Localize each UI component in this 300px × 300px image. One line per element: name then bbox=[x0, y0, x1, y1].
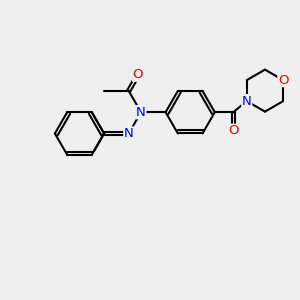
Text: N: N bbox=[242, 94, 252, 108]
Text: O: O bbox=[228, 124, 238, 137]
Text: N: N bbox=[136, 106, 146, 119]
Text: N: N bbox=[124, 127, 134, 140]
Text: O: O bbox=[278, 74, 288, 87]
Text: O: O bbox=[133, 68, 143, 81]
